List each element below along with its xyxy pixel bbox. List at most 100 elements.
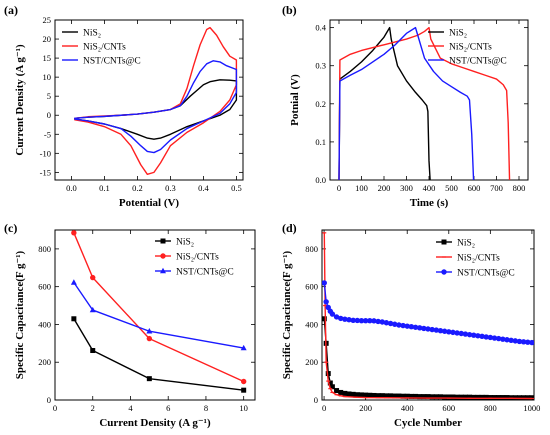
x-tick-label: 100 [355,183,368,193]
data-point [512,338,518,344]
x-axis-title: Time (s) [410,197,449,209]
data-point [350,391,356,397]
x-tick-label: 0.3 [165,183,176,193]
data-point [429,394,435,400]
x-tick-label: 700 [490,183,503,193]
data-point [483,334,489,340]
chart-panel-1: (b) 0 100 200 300 400 500 600 700 800 0.0 0.1 0.2 0.3… [282,3,529,209]
x-tick-label: 1000 [523,403,540,413]
data-point [71,230,77,236]
data-point [240,344,247,351]
x-tick-label: 0 [337,183,341,193]
x-axis-title: Current Density (A g⁻¹) [99,417,211,429]
data-point [383,393,389,399]
data-point [450,394,456,400]
data-point [429,326,435,333]
data-point [346,391,352,397]
data-point [496,395,502,400]
legend: NiS₂ NiS₂/CNTs NST/CNTs@C [436,239,515,279]
legend: NiS₂ NiS₂/CNTs NST/CNTs@C [62,29,141,67]
data-point [400,393,406,399]
data-point [240,378,247,385]
series-line [323,282,532,344]
legend-label: NiS₂/CNTs [457,254,500,264]
data-point [521,395,527,400]
data-point [358,317,365,324]
legend-label: NiS₂ [449,29,467,39]
data-point [146,328,153,334]
data-point [504,395,510,400]
data-point [342,390,348,396]
data-point [89,306,96,313]
legend: NiS₂ NiS₂/CNTs NST/CNTs@C [155,238,234,278]
y-tick-label: 200 [38,357,51,367]
series-2 [70,279,247,351]
data-point [425,394,431,400]
y-tick-label: 0 [47,395,51,405]
data-point [146,376,152,382]
data-point [462,394,468,400]
data-point [425,326,431,332]
x-tick-label: 2 [91,403,95,413]
x-tick-label: 300 [400,183,413,193]
data-point [388,393,394,399]
x-axis-title: Potential (V) [119,197,180,209]
y-tick-label: 0 [47,110,51,120]
y-tick-label: 20 [43,34,52,44]
legend-marker [441,269,447,275]
y-tick-label: 5 [47,91,51,101]
data-point [379,393,385,399]
data-point [446,329,452,335]
data-point [525,395,531,400]
data-point [475,394,481,400]
series-1 [322,232,534,400]
x-tick-label: 6 [166,403,170,413]
y-tick-label: 800 [305,244,318,254]
data-point [412,324,419,330]
data-point [508,337,514,344]
data-point [454,394,460,400]
data-point [325,371,331,377]
plot-frame [321,229,535,401]
data-point [421,394,427,400]
series-2 [74,60,238,154]
data-point [408,393,414,399]
series-line [74,79,238,140]
series-line [74,60,238,154]
y-tick-label: 0.4 [315,23,326,33]
data-point [396,322,402,328]
y-tick-label: 400 [38,319,51,329]
data-point [90,274,96,281]
x-tick-label: 800 [484,403,497,413]
data-point [383,320,390,326]
chart-panel-0: (a) 0.0 0.1 0.2 0.3 0.4 0.5 -15 -10 -5 0 5 10 15 20 25 P… [4,3,244,209]
y-tick-label: 400 [305,319,318,329]
data-point [441,328,448,334]
legend-label: NiS₂/CNTs [449,43,492,53]
series-0 [74,79,238,140]
x-tick-label: 0.2 [132,183,143,193]
data-point [529,339,534,346]
data-point [367,392,373,398]
x-tick-label: 400 [401,403,414,413]
data-point [479,394,485,400]
data-point [466,331,473,338]
data-point [327,380,333,386]
y-tick-label: 0.0 [315,175,326,185]
data-point [375,393,381,399]
data-point [442,394,448,400]
data-point [363,392,369,398]
legend-label: NST/CNTs@C [83,57,141,67]
y-tick-label: 0.3 [315,61,326,71]
x-tick-label: 800 [513,183,526,193]
data-point [504,337,510,343]
data-point [338,315,344,322]
panel-label: (b) [282,3,297,17]
data-point [437,327,444,334]
plot-area [338,26,511,180]
x-tick-label: 0.1 [99,183,110,193]
data-point [446,394,452,400]
y-axis-title: Current Density (A g⁻¹) [14,44,26,156]
data-point [483,394,489,400]
y-axis-title: Specific Capacitance(F g⁻¹) [14,250,26,379]
